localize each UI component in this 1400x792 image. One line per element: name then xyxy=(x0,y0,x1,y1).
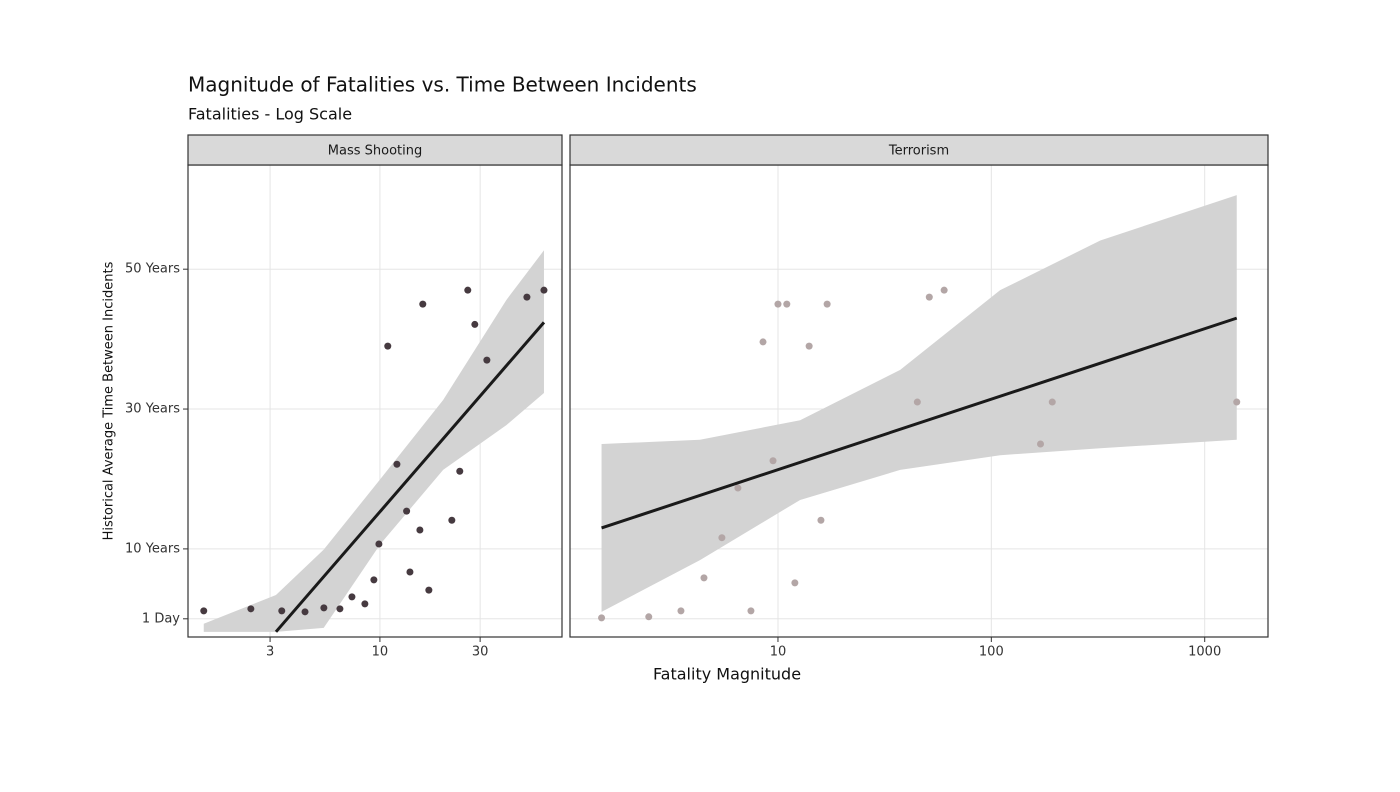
point xyxy=(817,516,825,524)
point xyxy=(464,286,472,294)
strip-label: Terrorism xyxy=(888,144,949,159)
y-tick-label: 1 Day xyxy=(142,611,180,626)
point xyxy=(301,608,309,616)
point xyxy=(448,516,456,524)
x-tick-label: 100 xyxy=(979,645,1004,660)
point xyxy=(456,467,464,475)
point xyxy=(320,604,328,612)
x-tick-label: 1000 xyxy=(1188,645,1221,660)
point xyxy=(645,613,653,621)
x-tick-label: 3 xyxy=(266,645,274,660)
x-tick-label: 30 xyxy=(472,645,489,660)
point xyxy=(734,484,742,492)
point xyxy=(348,593,356,601)
point xyxy=(278,607,286,615)
point xyxy=(361,600,369,608)
point xyxy=(384,342,392,350)
x-axis-label: Fatality Magnitude xyxy=(653,665,801,684)
point xyxy=(598,614,606,622)
point xyxy=(393,460,401,468)
point xyxy=(791,579,799,587)
panel-content xyxy=(188,165,562,637)
strip xyxy=(569,134,1269,166)
point xyxy=(540,286,548,294)
point xyxy=(336,605,344,613)
point xyxy=(783,300,791,308)
point xyxy=(769,457,777,465)
y-tick-label: 30 Years xyxy=(125,402,180,417)
point xyxy=(747,607,755,615)
point xyxy=(370,576,378,584)
point xyxy=(471,320,479,328)
point xyxy=(925,293,933,301)
point xyxy=(416,526,424,534)
point xyxy=(774,300,782,308)
point xyxy=(483,356,491,364)
point xyxy=(700,574,708,582)
point xyxy=(677,607,685,615)
strip xyxy=(187,134,563,166)
point xyxy=(523,293,531,301)
strip-label: Mass Shooting xyxy=(328,144,422,159)
chart-subtitle: Fatalities - Log Scale xyxy=(188,105,352,124)
point xyxy=(375,540,383,548)
point xyxy=(1037,440,1045,448)
y-axis-label: Historical Average Time Between Incident… xyxy=(102,261,117,540)
point xyxy=(1048,398,1056,406)
confidence-band xyxy=(203,250,544,632)
point xyxy=(247,605,255,613)
point xyxy=(1233,398,1241,406)
y-tick-label: 50 Years xyxy=(125,262,180,277)
panel-content xyxy=(570,165,1268,637)
x-tick-label: 10 xyxy=(372,645,389,660)
point xyxy=(759,338,767,346)
point xyxy=(718,534,726,542)
x-tick-label: 10 xyxy=(770,645,787,660)
point xyxy=(805,342,813,350)
y-tick-label: 10 Years xyxy=(125,541,180,556)
point xyxy=(940,286,948,294)
point xyxy=(403,507,411,515)
point xyxy=(200,607,208,615)
fit-line xyxy=(274,321,546,633)
chart-title: Magnitude of Fatalities vs. Time Between… xyxy=(188,73,697,97)
point xyxy=(419,300,427,308)
point xyxy=(913,398,921,406)
point xyxy=(425,586,433,594)
point xyxy=(823,300,831,308)
point xyxy=(406,568,414,576)
fit-line xyxy=(601,316,1238,530)
